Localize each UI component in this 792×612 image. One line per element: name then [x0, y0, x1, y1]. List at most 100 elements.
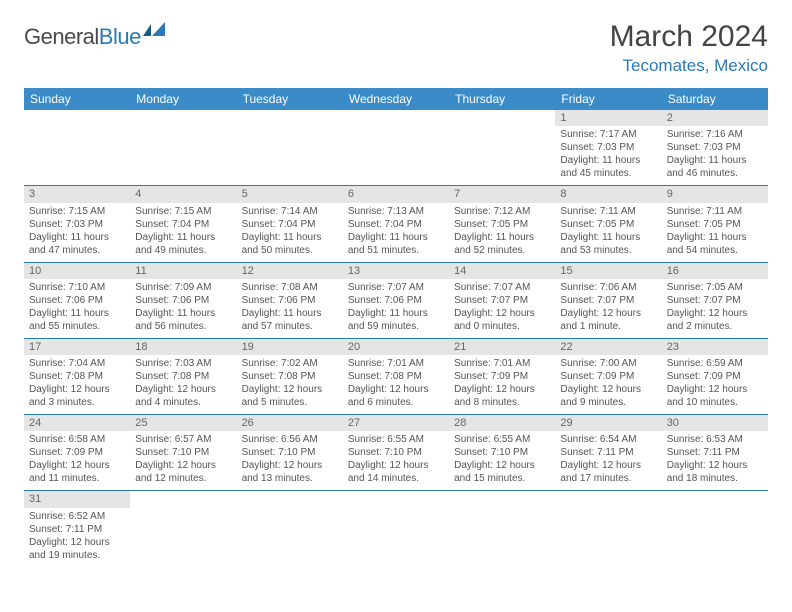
calendar-cell: 14Sunrise: 7:07 AMSunset: 7:07 PMDayligh…: [449, 262, 555, 338]
calendar-cell: [555, 491, 661, 567]
daylight-text: Daylight: 12 hours and 11 minutes.: [29, 459, 125, 485]
sunrise-text: Sunrise: 6:52 AM: [29, 510, 125, 523]
sunset-text: Sunset: 7:08 PM: [29, 370, 125, 383]
calendar-cell: 24Sunrise: 6:58 AMSunset: 7:09 PMDayligh…: [24, 415, 130, 491]
day-content: [449, 126, 555, 180]
daylight-text: Daylight: 12 hours and 3 minutes.: [29, 383, 125, 409]
sunset-text: Sunset: 7:11 PM: [667, 446, 763, 459]
sunset-text: Sunset: 7:08 PM: [135, 370, 231, 383]
calendar-cell: 30Sunrise: 6:53 AMSunset: 7:11 PMDayligh…: [662, 415, 768, 491]
day-number: 31: [24, 491, 130, 507]
sunrise-text: Sunrise: 6:58 AM: [29, 433, 125, 446]
day-number: 10: [24, 263, 130, 279]
calendar-cell: 1Sunrise: 7:17 AMSunset: 7:03 PMDaylight…: [555, 110, 661, 186]
daylight-text: Daylight: 12 hours and 6 minutes.: [348, 383, 444, 409]
day-content: [449, 508, 555, 562]
daylight-text: Daylight: 12 hours and 2 minutes.: [667, 307, 763, 333]
calendar-cell: 5Sunrise: 7:14 AMSunset: 7:04 PMDaylight…: [237, 186, 343, 262]
day-content: [237, 508, 343, 562]
calendar-table: Sunday Monday Tuesday Wednesday Thursday…: [24, 88, 768, 567]
calendar-cell: [662, 491, 768, 567]
day-content: [237, 126, 343, 180]
day-number: 19: [237, 339, 343, 355]
day-content: Sunrise: 6:55 AMSunset: 7:10 PMDaylight:…: [343, 431, 449, 490]
daylight-text: Daylight: 12 hours and 13 minutes.: [242, 459, 338, 485]
day-content: [662, 508, 768, 562]
sunrise-text: Sunrise: 7:11 AM: [667, 205, 763, 218]
day-content: Sunrise: 6:55 AMSunset: 7:10 PMDaylight:…: [449, 431, 555, 490]
calendar-cell: 3Sunrise: 7:15 AMSunset: 7:03 PMDaylight…: [24, 186, 130, 262]
calendar-row: 10Sunrise: 7:10 AMSunset: 7:06 PMDayligh…: [24, 262, 768, 338]
logo-text-2: Blue: [99, 24, 141, 50]
flag-icon: [143, 20, 171, 46]
day-content: [555, 508, 661, 562]
day-number: 6: [343, 186, 449, 202]
sunset-text: Sunset: 7:05 PM: [560, 218, 656, 231]
calendar-row: 24Sunrise: 6:58 AMSunset: 7:09 PMDayligh…: [24, 415, 768, 491]
calendar-cell: [237, 110, 343, 186]
calendar-row: 17Sunrise: 7:04 AMSunset: 7:08 PMDayligh…: [24, 338, 768, 414]
calendar-cell: 15Sunrise: 7:06 AMSunset: 7:07 PMDayligh…: [555, 262, 661, 338]
location: Tecomates, Mexico: [610, 56, 768, 76]
weekday-header: Monday: [130, 88, 236, 110]
sunset-text: Sunset: 7:11 PM: [29, 523, 125, 536]
daylight-text: Daylight: 12 hours and 5 minutes.: [242, 383, 338, 409]
sunrise-text: Sunrise: 7:02 AM: [242, 357, 338, 370]
calendar-cell: [24, 110, 130, 186]
calendar-cell: 23Sunrise: 6:59 AMSunset: 7:09 PMDayligh…: [662, 338, 768, 414]
sunset-text: Sunset: 7:04 PM: [348, 218, 444, 231]
daylight-text: Daylight: 11 hours and 56 minutes.: [135, 307, 231, 333]
day-number: 17: [24, 339, 130, 355]
calendar-cell: 8Sunrise: 7:11 AMSunset: 7:05 PMDaylight…: [555, 186, 661, 262]
calendar-cell: [237, 491, 343, 567]
day-content: [24, 126, 130, 180]
day-content: Sunrise: 7:05 AMSunset: 7:07 PMDaylight:…: [662, 279, 768, 338]
day-content: Sunrise: 7:11 AMSunset: 7:05 PMDaylight:…: [555, 203, 661, 262]
sunrise-text: Sunrise: 7:01 AM: [348, 357, 444, 370]
day-number: 15: [555, 263, 661, 279]
sunrise-text: Sunrise: 6:54 AM: [560, 433, 656, 446]
day-number: 30: [662, 415, 768, 431]
day-content: Sunrise: 7:02 AMSunset: 7:08 PMDaylight:…: [237, 355, 343, 414]
weekday-header: Tuesday: [237, 88, 343, 110]
sunrise-text: Sunrise: 6:56 AM: [242, 433, 338, 446]
day-number: 2: [662, 110, 768, 126]
day-number: 21: [449, 339, 555, 355]
day-content: [130, 508, 236, 562]
sunset-text: Sunset: 7:10 PM: [454, 446, 550, 459]
sunset-text: Sunset: 7:07 PM: [560, 294, 656, 307]
sunset-text: Sunset: 7:08 PM: [242, 370, 338, 383]
weekday-header: Wednesday: [343, 88, 449, 110]
day-number: 18: [130, 339, 236, 355]
calendar-cell: 9Sunrise: 7:11 AMSunset: 7:05 PMDaylight…: [662, 186, 768, 262]
calendar-cell: 10Sunrise: 7:10 AMSunset: 7:06 PMDayligh…: [24, 262, 130, 338]
day-content: Sunrise: 7:13 AMSunset: 7:04 PMDaylight:…: [343, 203, 449, 262]
daylight-text: Daylight: 12 hours and 17 minutes.: [560, 459, 656, 485]
day-content: Sunrise: 7:00 AMSunset: 7:09 PMDaylight:…: [555, 355, 661, 414]
sunrise-text: Sunrise: 7:03 AM: [135, 357, 231, 370]
day-content: Sunrise: 6:59 AMSunset: 7:09 PMDaylight:…: [662, 355, 768, 414]
day-number: 23: [662, 339, 768, 355]
day-content: Sunrise: 7:06 AMSunset: 7:07 PMDaylight:…: [555, 279, 661, 338]
day-content: Sunrise: 7:04 AMSunset: 7:08 PMDaylight:…: [24, 355, 130, 414]
daylight-text: Daylight: 12 hours and 8 minutes.: [454, 383, 550, 409]
sunset-text: Sunset: 7:10 PM: [135, 446, 231, 459]
calendar-cell: 20Sunrise: 7:01 AMSunset: 7:08 PMDayligh…: [343, 338, 449, 414]
sunset-text: Sunset: 7:05 PM: [454, 218, 550, 231]
day-content: Sunrise: 6:52 AMSunset: 7:11 PMDaylight:…: [24, 508, 130, 567]
sunset-text: Sunset: 7:09 PM: [560, 370, 656, 383]
sunset-text: Sunset: 7:03 PM: [560, 141, 656, 154]
sunrise-text: Sunrise: 6:55 AM: [348, 433, 444, 446]
daylight-text: Daylight: 11 hours and 55 minutes.: [29, 307, 125, 333]
daylight-text: Daylight: 12 hours and 14 minutes.: [348, 459, 444, 485]
day-number: 1: [555, 110, 661, 126]
sunrise-text: Sunrise: 7:11 AM: [560, 205, 656, 218]
sunset-text: Sunset: 7:03 PM: [29, 218, 125, 231]
day-number: 9: [662, 186, 768, 202]
sunset-text: Sunset: 7:10 PM: [242, 446, 338, 459]
sunset-text: Sunset: 7:06 PM: [348, 294, 444, 307]
day-number: 13: [343, 263, 449, 279]
calendar-cell: 19Sunrise: 7:02 AMSunset: 7:08 PMDayligh…: [237, 338, 343, 414]
day-content: [343, 126, 449, 180]
day-content: Sunrise: 7:15 AMSunset: 7:03 PMDaylight:…: [24, 203, 130, 262]
